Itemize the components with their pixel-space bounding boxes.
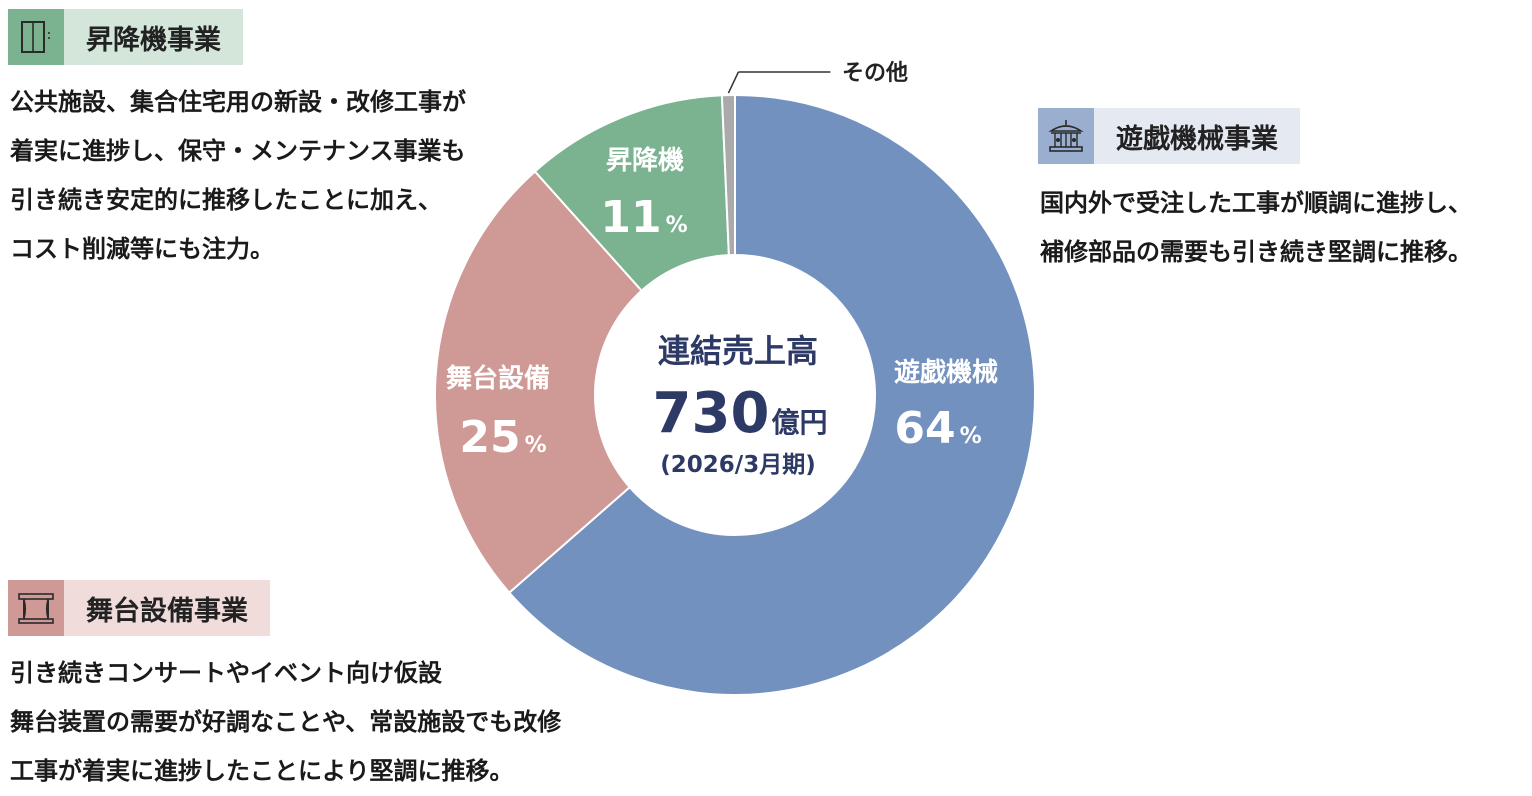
description-line: 着実に進捗し、保守・メンテナンス事業も — [10, 137, 466, 165]
slice-other — [720, 93, 736, 257]
center-title: 連結売上高 — [658, 332, 818, 370]
elevator-segment-title: 昇降機事業 — [64, 9, 243, 65]
description-line: 工事が着実に進捗したことにより堅調に推移。 — [10, 757, 514, 785]
slice-label-amusement-name: 遊戯機械 — [894, 357, 998, 388]
stage-segment-title: 舞台設備事業 — [64, 580, 270, 636]
other-leader-line — [727, 71, 740, 94]
description-line: 国内外で受注した工事が順調に進捗し、 — [1040, 189, 1472, 217]
stage-description: 引き続きコンサートやイベント向け仮設 舞台装置の需要が好調なことや、常設施設でも… — [10, 649, 561, 796]
description-line: 引き続き安定的に推移したことに加え、 — [10, 186, 442, 214]
amusement-description: 国内外で受注した工事が順調に進捗し、 補修部品の需要も引き続き堅調に推移。 — [1040, 179, 1472, 277]
description-line: 舞台装置の需要が好調なことや、常設施設でも改修 — [10, 708, 562, 736]
slice-label-amusement-value: 64% — [894, 403, 981, 454]
amusement-segment-header: 遊戯機械事業 — [1038, 108, 1300, 164]
center-value: 730億円 — [653, 381, 828, 446]
description-line: 引き続きコンサートやイベント向け仮設 — [10, 659, 442, 687]
description-line: 補修部品の需要も引き続き堅調に推移。 — [1040, 238, 1472, 266]
elevator-segment-header: 昇降機事業 — [8, 9, 243, 65]
slice-stage — [434, 170, 644, 595]
slice-label-stage-value: 25% — [459, 412, 546, 463]
slice-elevator — [533, 94, 730, 293]
elevator-icon — [8, 9, 64, 65]
slice-label-elevator-name: 昇降機 — [606, 146, 684, 176]
description-line: 公共施設、集合住宅用の新設・改修工事が — [10, 88, 466, 116]
elevator-description: 公共施設、集合住宅用の新設・改修工事が 着実に進捗し、保守・メンテナンス事業も … — [10, 78, 466, 274]
center-period: (2026/3月期) — [660, 452, 815, 478]
stage-segment-header: 舞台設備事業 — [8, 580, 270, 636]
slice-label-stage-name: 舞台設備 — [446, 363, 550, 394]
slice-amusement — [507, 93, 1036, 696]
stage-icon — [8, 580, 64, 636]
carousel-icon — [1038, 108, 1094, 164]
slice-label-other: その他 — [842, 61, 908, 86]
amusement-segment-title: 遊戯機械事業 — [1094, 108, 1300, 164]
slice-label-elevator-value: 11% — [600, 192, 687, 243]
description-line: コスト削減等にも注力。 — [10, 235, 274, 263]
